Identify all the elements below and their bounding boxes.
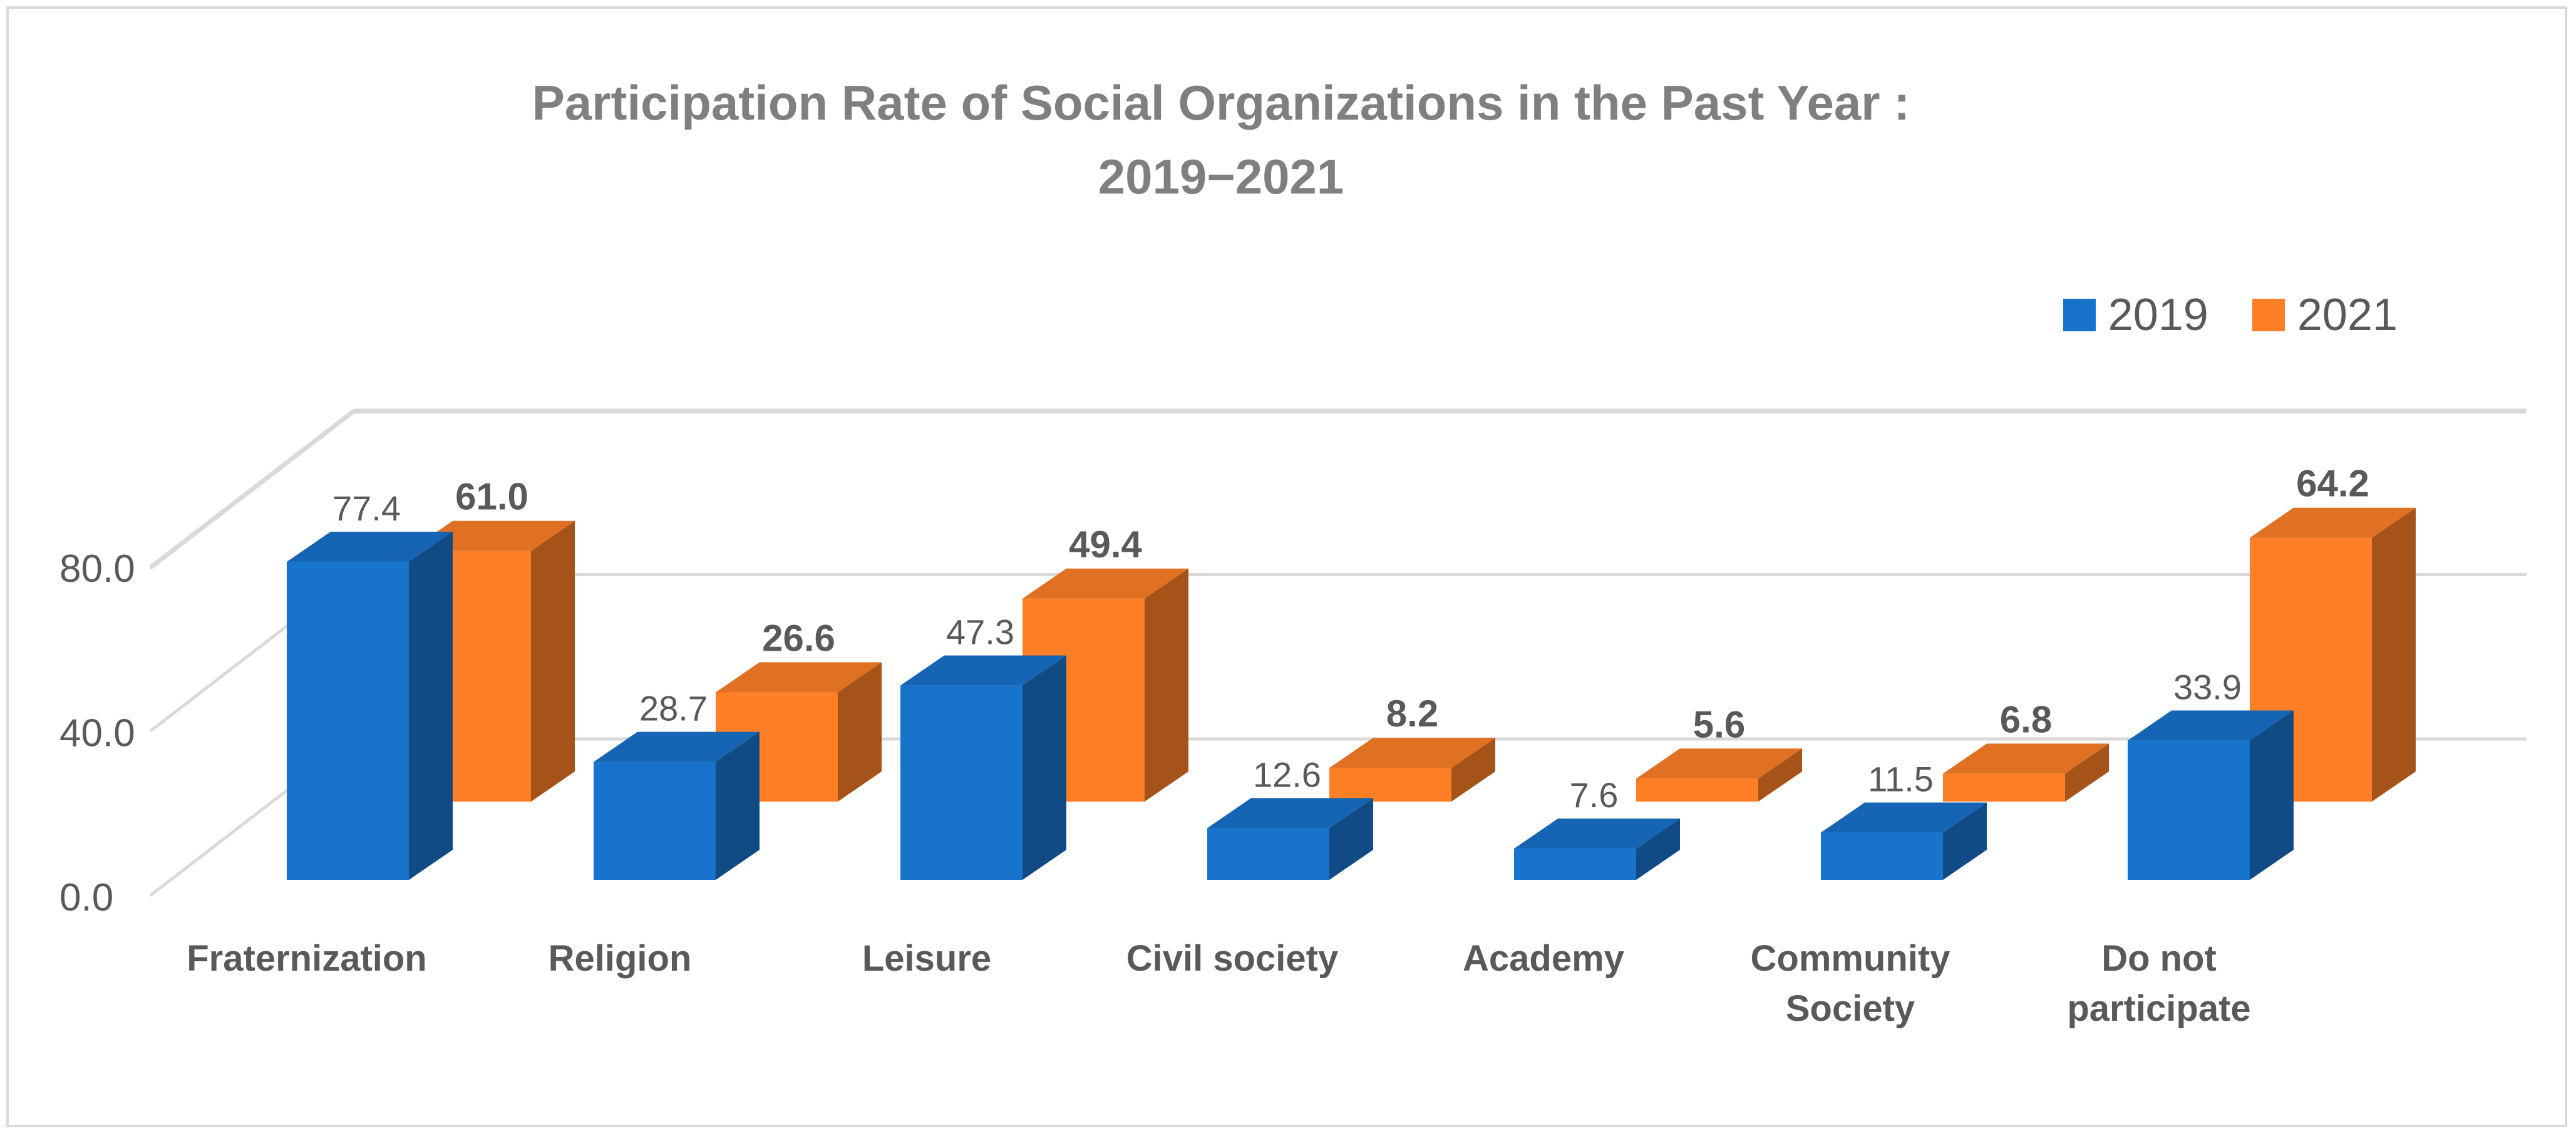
bar-2019-5-side [1943, 802, 1987, 880]
legend-label-2019: 2019 [2108, 290, 2208, 340]
chart-legend: 2019 2021 [2019, 289, 2398, 341]
bar-2021-5-front [1943, 773, 2065, 802]
category-label-line: Society [1786, 988, 1915, 1029]
bar-2019-4-side [1636, 818, 1680, 880]
chart-title: Participation Rate of Social Organizatio… [0, 66, 2442, 214]
data-label-2019: 77.4 [332, 488, 401, 528]
bar-2019-1-front [594, 762, 716, 880]
bar-2021-6-top [2250, 507, 2416, 538]
bar-2019-0-side [409, 532, 453, 880]
bar-2021-0-side [531, 520, 575, 802]
legend-item-2021: 2021 [2252, 289, 2398, 341]
bar-2019-1-side [716, 731, 760, 880]
data-label-2019: 11.5 [1868, 760, 1934, 799]
data-label-2021: 5.6 [1693, 703, 1745, 745]
bar-2019-4 [1514, 818, 1680, 880]
category-label: Leisure [862, 938, 991, 979]
bar-2019-0-top [287, 532, 453, 562]
y-tick-label: 0.0 [59, 876, 113, 919]
bar-2021-2-top [1023, 568, 1188, 599]
data-label-2021: 64.2 [2296, 463, 2369, 505]
category-label-line: Religion [549, 938, 692, 979]
data-label-2021: 26.6 [762, 617, 835, 659]
bar-2019-3-top [1207, 798, 1373, 829]
data-label-2021: 8.2 [1386, 693, 1438, 735]
bar-2021-5-side [2065, 743, 2109, 802]
bar-2019-3 [1207, 798, 1373, 880]
category-label-line: Leisure [862, 938, 991, 979]
bar-2019-5-front [1821, 832, 1943, 880]
data-label-2019: 28.7 [639, 689, 708, 728]
bar-2019-3-side [1329, 798, 1373, 880]
bar-2021-6 [2250, 507, 2416, 802]
y-tick-label: 80.0 [59, 547, 135, 591]
bar-2021-1-top [716, 662, 882, 693]
y-tick-label: 40.0 [59, 712, 135, 755]
category-label: Academy [1463, 938, 1624, 979]
bar-2021-5 [1943, 743, 2109, 802]
bar-2021-3-side [1451, 738, 1495, 802]
data-label-2021: 61.0 [455, 476, 528, 518]
data-label-2019: 47.3 [946, 612, 1014, 652]
bar-2019-5-top [1821, 802, 1987, 833]
chart-title-line-2: 2019−2021 [1098, 149, 1344, 204]
category-label-line: participate [2067, 988, 2250, 1029]
bar-2019-6-top [2128, 710, 2294, 741]
category-label: Do not participate [2067, 938, 2250, 1029]
category-label: Religion [549, 938, 692, 979]
bar-2019-2-top [900, 655, 1066, 686]
legend-swatch-2021 [2252, 299, 2285, 331]
category-label: Civil society [1126, 938, 1338, 979]
chart-title-line-1: Participation Rate of Social Organizatio… [532, 75, 1910, 130]
bar-2019-4-top [1514, 818, 1680, 849]
bar-2019-2-side [1023, 655, 1066, 880]
bar-2021-4-side [1758, 748, 1802, 802]
bar-2019-6-side [2250, 710, 2294, 880]
bar-2021-2-side [1145, 568, 1188, 802]
bar-2019-6 [2128, 710, 2294, 880]
category-label-line: Do not [2101, 938, 2217, 979]
legend-label-2021: 2021 [2297, 290, 2398, 340]
bar-2019-1-top [594, 731, 760, 762]
bar-2021-6-side [2372, 507, 2416, 802]
bar-2019-0 [287, 532, 453, 880]
bar-2021-2 [1023, 568, 1188, 802]
legend-item-2019: 2019 [2063, 289, 2208, 341]
bar-2019-6-front [2128, 740, 2250, 880]
bar-2019-2 [900, 655, 1066, 880]
data-label-2019: 33.9 [2173, 668, 2242, 707]
category-label-line: Fraternization [187, 938, 427, 979]
bar-2021-5-top [1943, 743, 2109, 774]
data-label-2019: 12.6 [1253, 755, 1321, 794]
bar-2021-4-top [1636, 748, 1802, 779]
bar-2019-3-front [1207, 828, 1329, 880]
bar-2019-1 [594, 731, 760, 880]
side-wall-line-top [149, 411, 355, 570]
category-label-line: Academy [1463, 938, 1624, 979]
bar-2021-4-front [1636, 778, 1758, 802]
category-label: Community Society [1751, 938, 1950, 1029]
bar-2021-1-side [838, 662, 882, 802]
category-label: Fraternization [187, 938, 427, 979]
bar-2021-3-front [1329, 768, 1451, 802]
bar-2021-3-top [1329, 738, 1495, 768]
data-label-2019: 7.6 [1570, 775, 1619, 815]
bar-2019-0-front [287, 562, 409, 880]
bar-2019-4-front [1514, 849, 1636, 880]
bar-2021-4 [1636, 748, 1802, 802]
bar-2019-5 [1821, 802, 1987, 880]
category-label-line: Civil society [1126, 938, 1338, 979]
data-label-2021: 6.8 [2000, 698, 2052, 740]
data-label-2021: 49.4 [1069, 524, 1142, 565]
bar-2021-3 [1329, 738, 1495, 802]
bar-2019-2-front [900, 685, 1023, 880]
legend-swatch-2019 [2063, 299, 2096, 331]
category-label-line: Community [1751, 938, 1950, 979]
